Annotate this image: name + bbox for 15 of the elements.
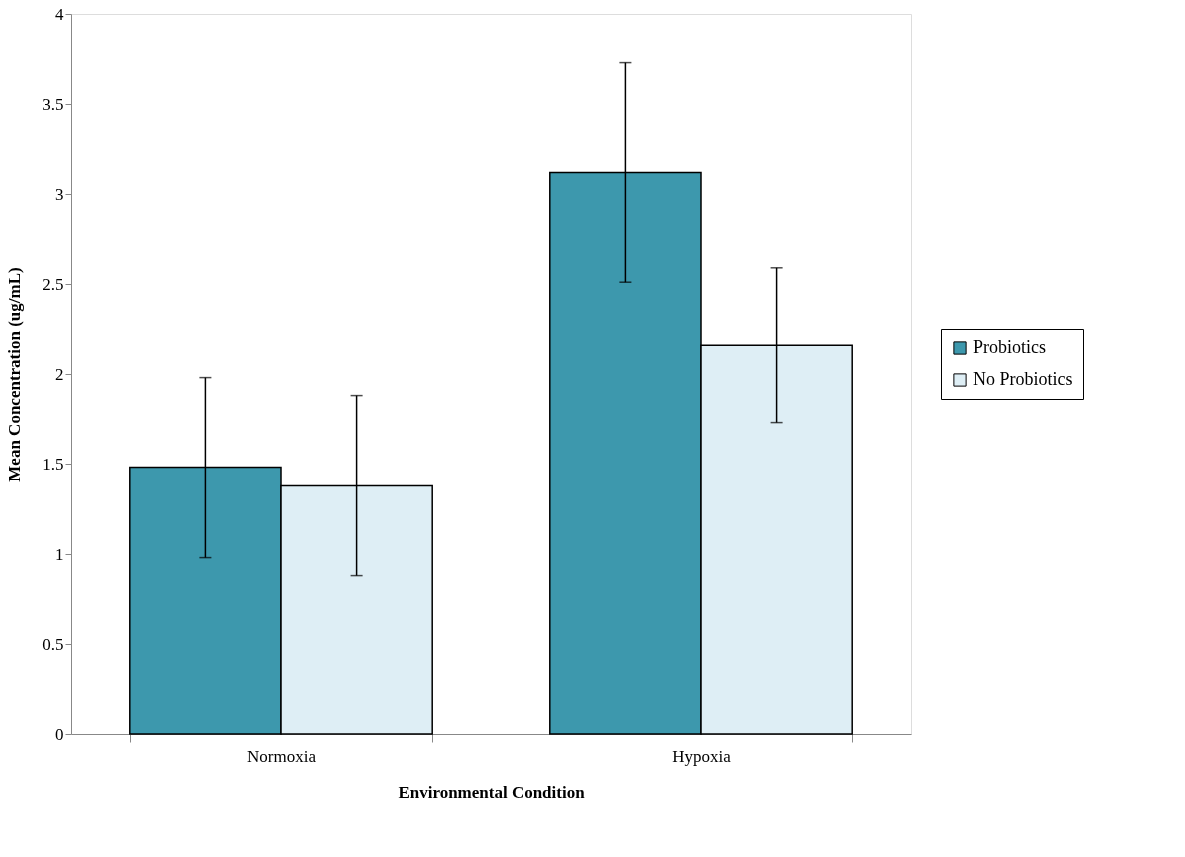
x-axis-title: Environmental Condition (398, 782, 586, 802)
y-tick-label: 1 (55, 544, 64, 564)
y-tick-label: 2.5 (42, 274, 64, 294)
y-tick-label: 2 (55, 364, 64, 384)
legend-label: No Probiotics (973, 369, 1073, 389)
x-tick-label: Hypoxia (672, 746, 732, 766)
y-tick-label: 3.5 (42, 94, 64, 114)
y-axis-title: Mean Concentration (ug/mL) (5, 267, 25, 482)
y-tick-label: 3 (55, 184, 64, 204)
legend-label: Probiotics (973, 337, 1047, 357)
y-tick-label: 0 (55, 724, 64, 744)
y-tick-label: 4 (55, 4, 64, 24)
x-tick-label: Normoxia (247, 746, 317, 766)
y-tick-label: 1.5 (42, 454, 64, 474)
y-tick-label: 0.5 (42, 634, 64, 654)
